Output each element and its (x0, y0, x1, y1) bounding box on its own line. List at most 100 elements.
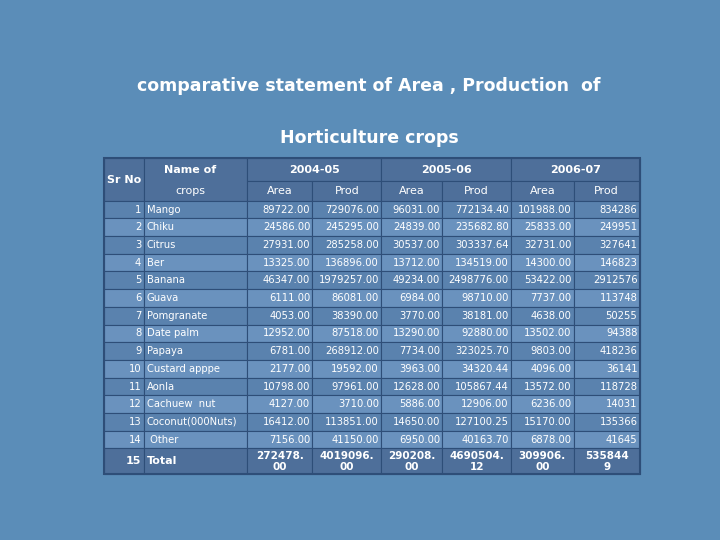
Text: 113851.00: 113851.00 (325, 417, 379, 427)
Bar (143, 201, 247, 218)
Text: 4638.00: 4638.00 (531, 310, 572, 321)
Text: Pomgranate: Pomgranate (147, 310, 207, 321)
Text: 14031: 14031 (606, 399, 637, 409)
Text: Total: Total (147, 456, 177, 467)
Text: 834286: 834286 (600, 205, 637, 214)
Bar (381, 201, 442, 218)
Text: 13290.00: 13290.00 (392, 328, 440, 339)
Bar (381, 218, 442, 236)
Bar (104, 413, 143, 431)
Text: 3710.00: 3710.00 (338, 399, 379, 409)
Text: 14300.00: 14300.00 (524, 258, 572, 268)
Text: Coconut(000Nuts): Coconut(000Nuts) (147, 417, 238, 427)
Text: Sr No: Sr No (107, 174, 141, 185)
Bar (381, 448, 442, 474)
Text: 105867.44: 105867.44 (455, 382, 509, 392)
Bar (247, 272, 312, 289)
Text: 16412.00: 16412.00 (263, 417, 310, 427)
Text: Date palm: Date palm (147, 328, 199, 339)
Bar (312, 413, 381, 431)
Text: Prod: Prod (464, 186, 489, 196)
Text: 38181.00: 38181.00 (462, 310, 509, 321)
Bar (442, 307, 511, 325)
Bar (511, 254, 574, 272)
Text: 2177.00: 2177.00 (269, 364, 310, 374)
Bar (574, 325, 639, 342)
Bar (247, 254, 312, 272)
Bar (442, 254, 511, 272)
Text: 4019096.: 4019096. (320, 451, 374, 461)
Bar (381, 342, 442, 360)
Text: Area: Area (529, 186, 555, 196)
Bar (574, 360, 639, 377)
Text: 92880.00: 92880.00 (462, 328, 509, 339)
Bar (442, 342, 511, 360)
Bar (104, 272, 143, 289)
Text: 27931.00: 27931.00 (263, 240, 310, 250)
Text: 4096.00: 4096.00 (531, 364, 572, 374)
Text: 00: 00 (535, 462, 549, 472)
Bar (247, 413, 312, 431)
Text: 3: 3 (135, 240, 141, 250)
Bar (381, 360, 442, 377)
Bar (442, 448, 511, 474)
Text: 245295.00: 245295.00 (325, 222, 379, 232)
Text: Name of: Name of (164, 165, 216, 175)
Text: 272478.: 272478. (256, 451, 304, 461)
Text: 12: 12 (469, 462, 484, 472)
Text: 00: 00 (273, 462, 287, 472)
Bar (574, 201, 639, 218)
Text: 11: 11 (129, 382, 141, 392)
Bar (312, 236, 381, 254)
Bar (574, 218, 639, 236)
Text: Horticulture crops: Horticulture crops (279, 129, 459, 147)
Bar (511, 431, 574, 448)
Text: Banana: Banana (147, 275, 185, 285)
Text: 535844: 535844 (585, 451, 629, 461)
Text: 00: 00 (405, 462, 419, 472)
Bar (312, 201, 381, 218)
Text: 1979257.00: 1979257.00 (318, 275, 379, 285)
Bar (104, 448, 143, 474)
Text: Prod: Prod (594, 186, 619, 196)
Bar (312, 307, 381, 325)
Text: 2004-05: 2004-05 (289, 165, 340, 175)
Text: 13572.00: 13572.00 (524, 382, 572, 392)
Text: 10798.00: 10798.00 (263, 382, 310, 392)
Bar (104, 342, 143, 360)
Bar (104, 158, 639, 474)
Bar (104, 395, 143, 413)
Bar (247, 307, 312, 325)
Bar (574, 377, 639, 395)
Text: 49234.00: 49234.00 (393, 275, 440, 285)
Text: 89722.00: 89722.00 (263, 205, 310, 214)
Text: 86081.00: 86081.00 (332, 293, 379, 303)
Bar (511, 181, 574, 201)
Bar (312, 289, 381, 307)
Bar (381, 289, 442, 307)
Bar (381, 395, 442, 413)
Bar (104, 307, 143, 325)
Text: 4: 4 (135, 258, 141, 268)
Bar (511, 158, 639, 181)
Text: 15170.00: 15170.00 (524, 417, 572, 427)
Bar (143, 448, 247, 474)
Text: 2: 2 (135, 222, 141, 232)
Bar (511, 360, 574, 377)
Bar (574, 181, 639, 201)
Bar (143, 236, 247, 254)
Bar (312, 218, 381, 236)
Bar (104, 158, 143, 201)
Bar (511, 201, 574, 218)
Bar (381, 413, 442, 431)
Text: 9803.00: 9803.00 (531, 346, 572, 356)
Text: 772134.40: 772134.40 (455, 205, 509, 214)
Bar (442, 325, 511, 342)
Text: 290208.: 290208. (388, 451, 436, 461)
Text: 36141: 36141 (606, 364, 637, 374)
Text: 50255: 50255 (606, 310, 637, 321)
Bar (312, 272, 381, 289)
Text: 7737.00: 7737.00 (531, 293, 572, 303)
Bar (442, 360, 511, 377)
Text: 13712.00: 13712.00 (392, 258, 440, 268)
